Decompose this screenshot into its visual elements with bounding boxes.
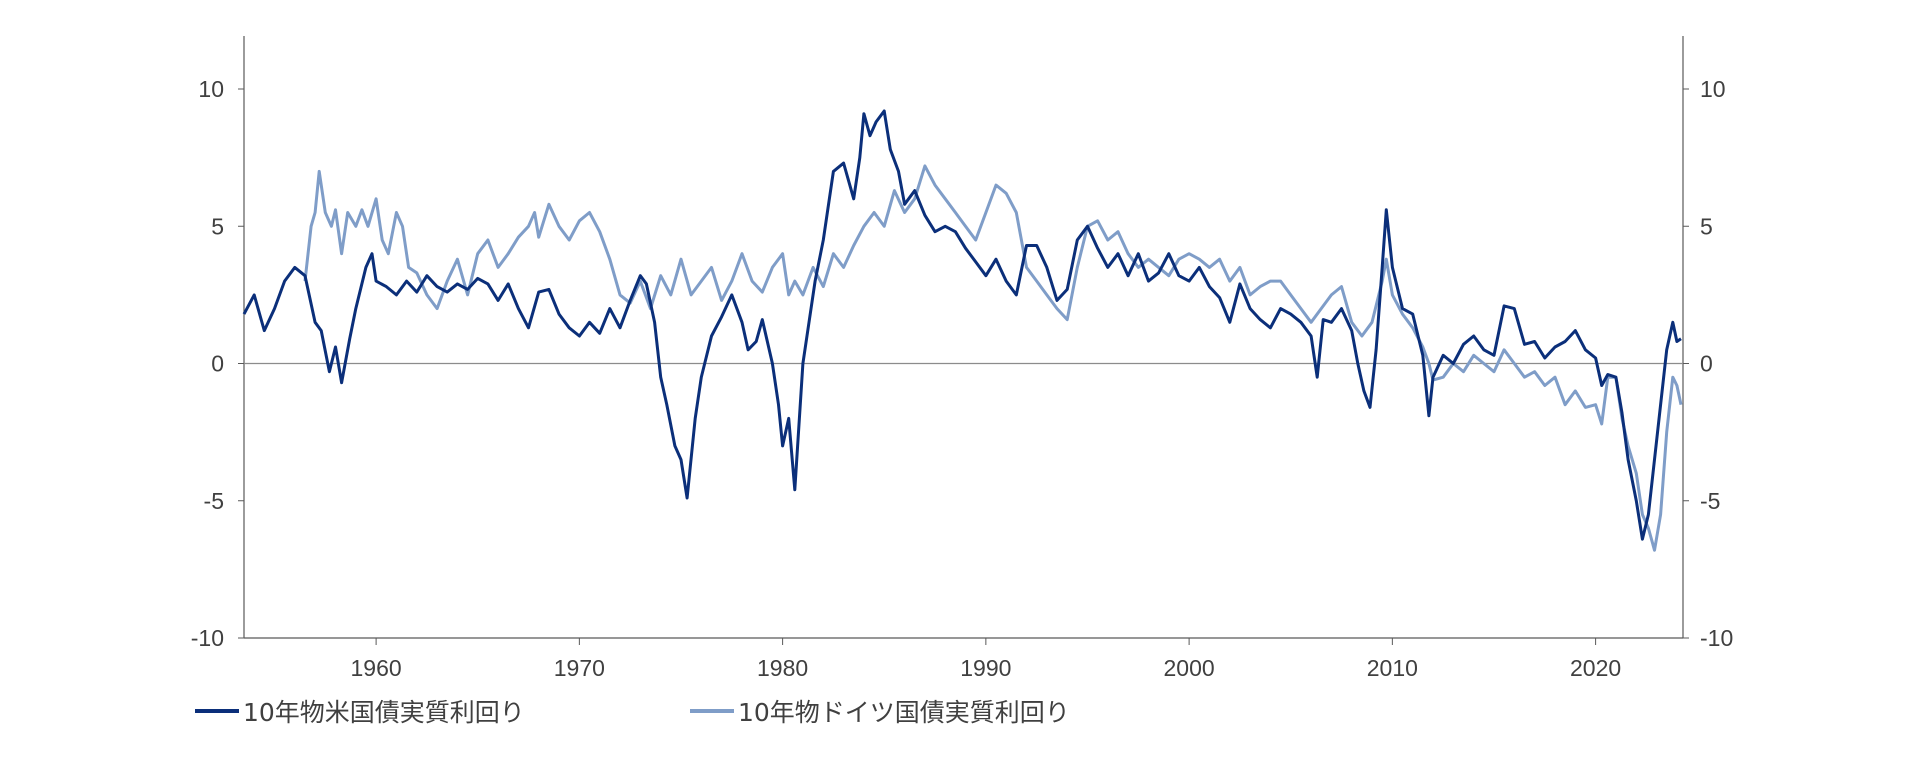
legend-label-de: 10年物ドイツ国債実質利回り <box>738 698 1070 727</box>
y-tick-label-right: -5 <box>1700 488 1720 514</box>
y-tick-label-right: 5 <box>1700 213 1713 239</box>
y-tick-label-left: 10 <box>198 76 224 102</box>
legend-swatch-us <box>195 709 239 713</box>
x-tick-label: 1960 <box>351 655 402 681</box>
y-tick-label-left: 5 <box>211 213 224 239</box>
legend-item-us: 10年物米国債実質利回り <box>195 693 525 729</box>
y-tick-label-right: 10 <box>1700 76 1726 102</box>
y-tick-label-right: 0 <box>1700 351 1713 377</box>
y-tick-label-left: 0 <box>211 351 224 377</box>
series-layer <box>242 109 1683 552</box>
legend-swatch-de <box>690 709 734 713</box>
axes: 10 10 5 5 0 0 -5 -5 -10 -10 1960 1970 1980 1990 2000 20… <box>191 36 1733 681</box>
x-tick-label: 2000 <box>1164 655 1215 681</box>
x-tick-label: 1970 <box>554 655 605 681</box>
series-line-de-real-yield <box>303 164 1683 552</box>
legend-label-us: 10年物米国債実質利回り <box>243 698 525 727</box>
y-tick-label-left: -5 <box>204 488 224 514</box>
x-tick-label: 1990 <box>960 655 1011 681</box>
y-tick-label-left: -10 <box>191 625 224 651</box>
x-tick-label: 1980 <box>757 655 808 681</box>
y-tick-label-right: -10 <box>1700 625 1733 651</box>
x-tick-label: 2010 <box>1367 655 1418 681</box>
series-line-us-real-yield <box>242 109 1682 541</box>
x-tick-label: 2020 <box>1570 655 1621 681</box>
legend-item-de: 10年物ドイツ国債実質利回り <box>690 693 1070 729</box>
